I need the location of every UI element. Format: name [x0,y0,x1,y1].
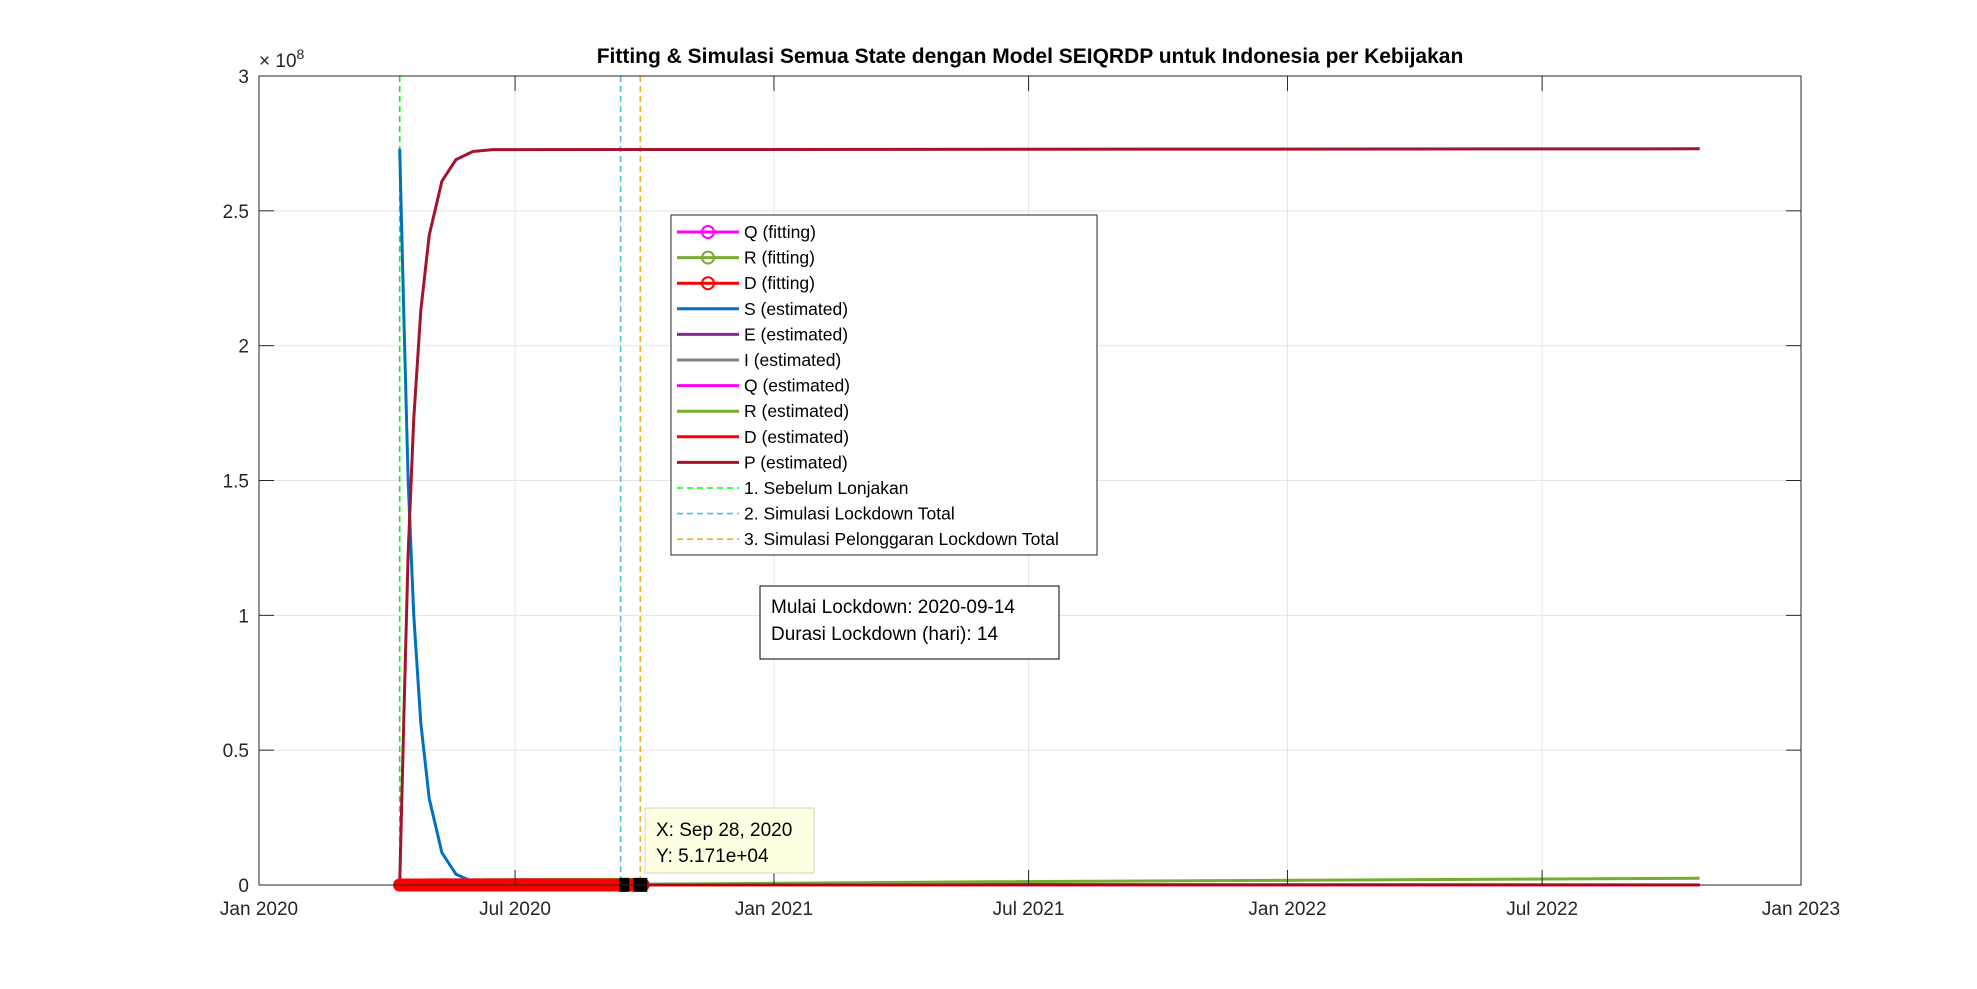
y-tick-label: 1 [238,606,249,627]
legend-item: I (estimated) [677,350,841,370]
y-tick-label: 2 [238,337,249,358]
x-axis-tick-labels: Jan 2020 Jul 2020 Jan 2021 Jul 2021 Jan 2022… [220,899,1840,920]
legend-marker [701,250,715,265]
legend-label: P (estimated) [744,452,848,472]
y-tick-label: 0 [238,876,249,897]
legend-item: R (fitting) [677,248,815,268]
annotation-box-frame [759,585,1060,660]
legend: Q (fitting) R (fitting) D (fitting) S (esti… [670,214,1098,556]
x-tick-label: Jan 2020 [220,899,298,920]
y-axis-exponent: × 108 [259,46,305,72]
y-axis-tick-labels: 0 0.5 1 1.5 2 2.5 3 [223,67,249,897]
y-tick-label: 2.5 [223,202,249,223]
legend-label: Q (estimated) [744,376,850,396]
annotation-line-2: Durasi Lockdown (hari): 14 [771,624,998,645]
legend-label: D (fitting) [744,273,815,293]
legend-label: I (estimated) [744,350,841,370]
legend-label: 2. Simulasi Lockdown Total [744,504,955,524]
annotation-box: Mulai Lockdown: 2020-09-14 Durasi Lockdo… [759,585,1060,660]
datatip-y-label: Y: 5.171e+04 [656,846,769,867]
x-tick-label: Jul 2021 [993,899,1065,920]
y-axis-exponent-power: 8 [297,46,305,62]
datatip-box [644,807,815,874]
legend-box [670,214,1098,556]
datatip[interactable]: X: Sep 28, 2020 Y: 5.171e+04 [644,807,815,874]
legend-label: R (estimated) [744,401,849,421]
legend-label: R (fitting) [744,248,815,268]
legend-item: 2. Simulasi Lockdown Total [677,504,955,524]
legend-item: P (estimated) [677,452,848,472]
y-tick-label: 1.5 [223,472,249,493]
legend-label: S (estimated) [744,299,848,319]
legend-item: Q (estimated) [677,376,850,396]
x-tick-label: Jan 2022 [1248,899,1326,920]
legend-label: 1. Sebelum Lonjakan [744,478,908,498]
legend-item: 1. Sebelum Lonjakan [677,478,908,498]
datatip-x-label: X: Sep 28, 2020 [656,820,792,841]
legend-label: E (estimated) [744,324,848,344]
legend-item: R (estimated) [677,401,849,421]
chart-title: Fitting & Simulasi Semua State dengan Mo… [597,45,1464,68]
x-tick-label: Jan 2021 [735,899,813,920]
legend-item: D (estimated) [677,427,849,447]
legend-marker [701,276,715,291]
x-tick-label: Jul 2022 [1506,899,1578,920]
legend-label: Q (fitting) [744,222,816,242]
legend-item: S (estimated) [677,299,848,319]
legend-item: 3. Simulasi Pelonggaran Lockdown Total [677,529,1059,549]
vertical-lines [398,76,642,885]
legend-marker [701,225,715,239]
legend-item: Q (fitting) [677,222,816,242]
series-line [398,147,1700,886]
legend-label: 3. Simulasi Pelonggaran Lockdown Total [744,529,1059,549]
annotation-line-1: Mulai Lockdown: 2020-09-14 [771,597,1015,618]
legend-label: D (estimated) [744,427,849,447]
y-tick-label: 0.5 [223,741,249,762]
x-tick-label: Jan 2023 [1762,899,1840,920]
legend-item: E (estimated) [677,324,848,344]
x-tick-label: Jul 2020 [479,899,551,920]
y-axis-exponent-base: × 10 [259,51,297,72]
legend-item: D (fitting) [677,273,815,293]
y-tick-label: 3 [238,67,249,88]
